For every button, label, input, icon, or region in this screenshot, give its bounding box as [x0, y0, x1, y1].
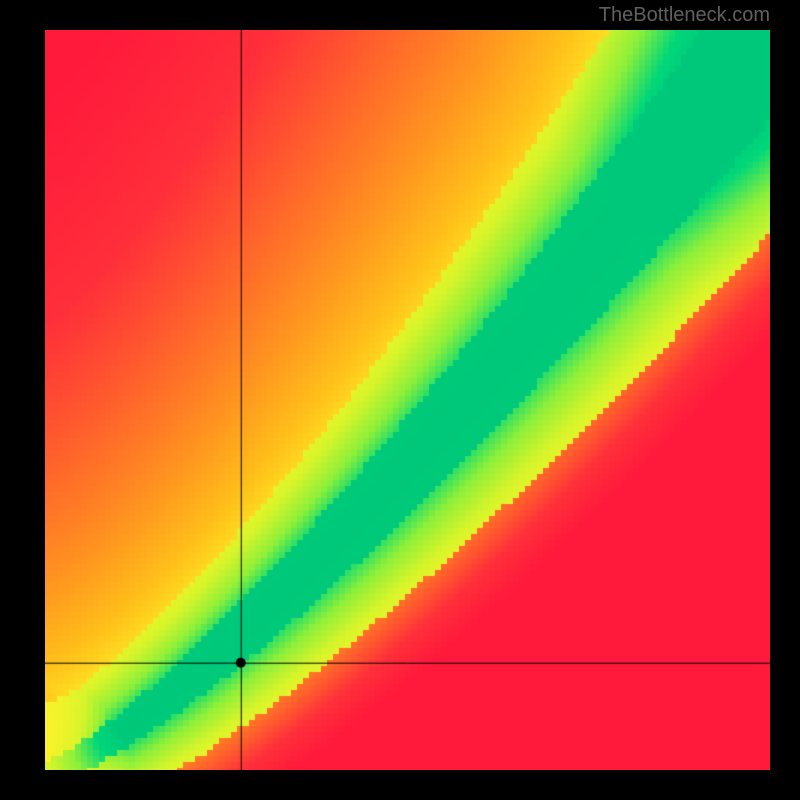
chart-container: TheBottleneck.com — [0, 0, 800, 800]
watermark-label: TheBottleneck.com — [599, 4, 770, 27]
plot-area — [45, 30, 770, 770]
heatmap-canvas — [45, 30, 770, 770]
